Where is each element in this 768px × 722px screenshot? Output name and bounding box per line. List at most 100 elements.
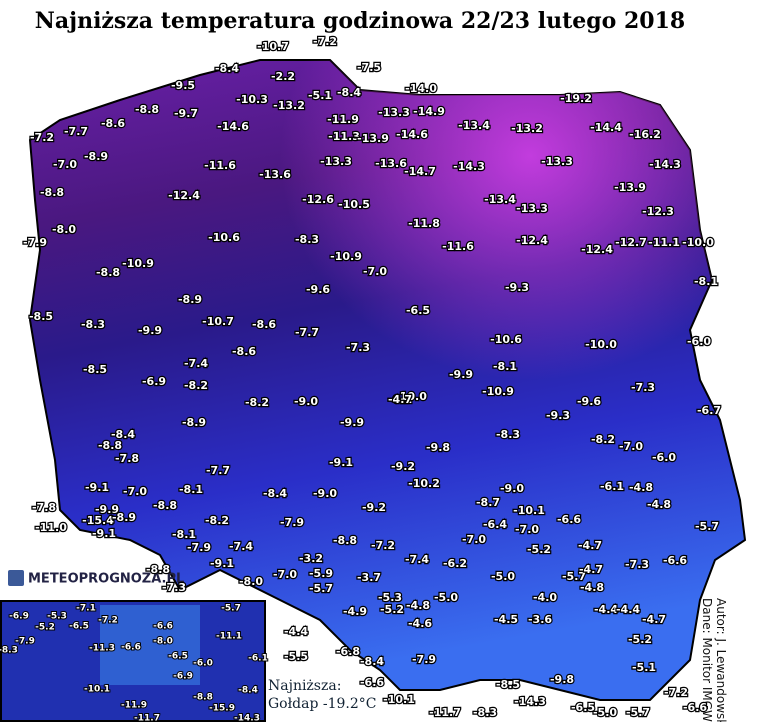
station-value: -4.0 [533, 591, 557, 604]
station-value: -8.3 [81, 318, 105, 331]
station-value: -10.9 [122, 257, 154, 270]
station-value: -10.2 [408, 477, 440, 490]
station-value: -4.5 [494, 613, 518, 626]
inset-station-value: -11.1 [216, 632, 242, 642]
station-value: -5.9 [309, 567, 333, 580]
station-value: -6.6 [360, 676, 384, 689]
station-value: -8.9 [178, 293, 202, 306]
inset-station-value: -6.9 [173, 672, 193, 682]
station-value: -12.7 [615, 236, 647, 249]
inset-station-value: -14.3 [234, 714, 260, 722]
station-value: -6.4 [483, 518, 507, 531]
inset-station-value: -8.4 [238, 686, 258, 696]
station-value: -6.1 [600, 480, 624, 493]
station-value: -13.2 [273, 99, 305, 112]
inset-station-value: -6.9 [9, 612, 29, 622]
station-value: -13.4 [484, 193, 516, 206]
station-value: -8.9 [84, 150, 108, 163]
station-value: -13.6 [375, 157, 407, 170]
station-value: -8.2 [205, 514, 229, 527]
station-value: -5.7 [695, 520, 719, 533]
inset-station-value: -8.3 [0, 646, 18, 656]
station-value: -9.1 [329, 456, 353, 469]
station-value: -8.5 [29, 310, 53, 323]
station-value: -9.9 [449, 368, 473, 381]
station-value: -7.2 [664, 686, 688, 699]
station-value: -9.0 [313, 487, 337, 500]
station-value: -6.5 [406, 304, 430, 317]
station-value: -5.7 [562, 570, 586, 583]
station-value: -8.1 [493, 360, 517, 373]
station-value: -5.0 [434, 591, 458, 604]
station-value: -10.3 [236, 93, 268, 106]
station-value: -9.5 [171, 79, 195, 92]
station-value: -7.9 [280, 516, 304, 529]
station-value: -7.7 [206, 464, 230, 477]
station-value: -10.9 [482, 385, 514, 398]
station-value: -8.2 [245, 396, 269, 409]
station-value: -7.0 [619, 440, 643, 453]
station-value: -13.3 [541, 155, 573, 168]
station-value: -14.0 [405, 82, 437, 95]
station-value: -6.5 [571, 701, 595, 714]
station-value: -8.2 [184, 379, 208, 392]
station-value: -9.3 [505, 281, 529, 294]
station-value: -10.6 [490, 333, 522, 346]
station-value: -9.0 [500, 482, 524, 495]
inset-station-value: -6.5 [168, 652, 188, 662]
station-value: -11.6 [442, 240, 474, 253]
station-value: -8.5 [83, 363, 107, 376]
station-value: -5.1 [308, 89, 332, 102]
station-value: -5.2 [527, 543, 551, 556]
station-value: -8.4 [263, 487, 287, 500]
inset-station-value: -11.3 [89, 644, 115, 654]
station-value: -7.9 [187, 541, 211, 554]
station-value: -14.7 [404, 165, 436, 178]
station-value: -4.4 [616, 603, 640, 616]
station-value: -6.9 [142, 375, 166, 388]
station-value: -5.7 [626, 706, 650, 719]
inset-station-value: -7.2 [98, 616, 118, 626]
station-value: -7.2 [30, 131, 54, 144]
station-value: -5.1 [632, 661, 656, 674]
logo: METEOPROGNOZA.PL [8, 570, 184, 587]
inset-panel [0, 600, 266, 722]
station-value: -9.1 [210, 557, 234, 570]
station-value: -10.7 [257, 40, 289, 53]
station-value: -8.4 [215, 62, 239, 75]
station-value: -7.3 [625, 558, 649, 571]
station-value: -8.4 [111, 428, 135, 441]
station-value: -4.9 [343, 605, 367, 618]
station-value: -14.4 [590, 121, 622, 134]
station-value: -4.8 [580, 581, 604, 594]
station-value: -9.1 [85, 481, 109, 494]
station-value: -12.3 [642, 205, 674, 218]
station-value: -7.3 [631, 381, 655, 394]
station-value: -3.6 [528, 613, 552, 626]
inset-station-value: -7.9 [15, 637, 35, 647]
inset-station-value: -15.9 [209, 704, 235, 714]
station-value: -8.7 [476, 496, 500, 509]
station-value: -11.0 [35, 521, 67, 534]
inset-station-value: -10.1 [84, 685, 110, 695]
station-value: -13.9 [614, 181, 646, 194]
station-value: -10.7 [202, 315, 234, 328]
station-value: -11.8 [408, 217, 440, 230]
station-value: -8.0 [239, 575, 263, 588]
station-value: -9.3 [546, 409, 570, 422]
station-value: -8.8 [135, 103, 159, 116]
inset-station-value: -7.1 [76, 604, 96, 614]
station-value: -11.7 [429, 706, 461, 719]
station-value: -7.0 [515, 523, 539, 536]
station-value: -15.4 [82, 514, 114, 527]
station-value: -6.8 [336, 645, 360, 658]
station-value: -4.4 [594, 603, 618, 616]
station-value: -5.0 [593, 706, 617, 719]
station-value: -8.8 [96, 266, 120, 279]
inset-station-value: -5.3 [47, 612, 67, 622]
station-value: -6.6 [683, 701, 707, 714]
station-value: -13.3 [320, 155, 352, 168]
station-value: -14.3 [649, 158, 681, 171]
station-value: -13.3 [516, 202, 548, 215]
